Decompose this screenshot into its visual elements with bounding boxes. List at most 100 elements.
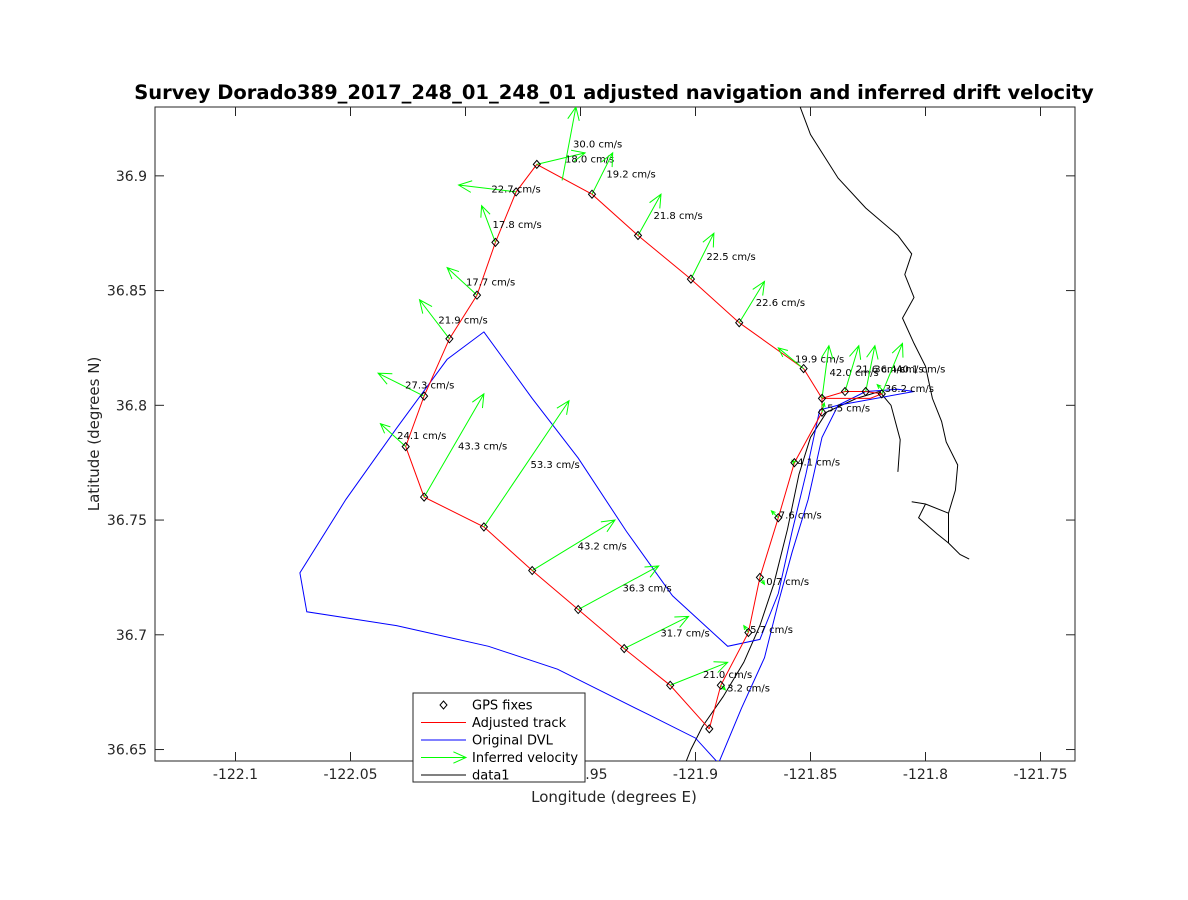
velocity-label: 3.2 cm/s [727, 684, 770, 695]
gps-fix-marker [511, 187, 521, 197]
velocity-label: 17.8 cm/s [493, 220, 542, 231]
gps-fix-marker [735, 317, 744, 328]
velocity-arrow [820, 344, 834, 399]
velocity-label: 18.0 cm/s [565, 155, 614, 166]
velocity-label: 36.3 cm/s [623, 584, 672, 595]
velocity-arrow [777, 347, 804, 369]
gps-fix-marker [755, 572, 765, 583]
gps-fix-marker [532, 159, 541, 170]
original-dvl-line [299, 331, 915, 761]
gps-fix-marker [686, 274, 696, 284]
x-axis-label: Longitude (degrees E) [531, 788, 697, 806]
y-axis-label: Latitude (degrees N) [85, 357, 103, 512]
legend-label: Adjusted track [472, 716, 567, 731]
velocity-arrow [738, 280, 766, 323]
gps-fix-marker [491, 237, 500, 248]
velocity-arrow [457, 180, 517, 193]
gps-fix-marker [666, 680, 675, 691]
velocity-label: 22.6 cm/s [756, 298, 805, 309]
velocity-arrow [743, 624, 749, 633]
gps-fix-marker [479, 522, 489, 532]
gps-fix-marker [716, 680, 725, 691]
velocity-label: 0.7 cm/s [766, 577, 809, 588]
gps-fix-marker [445, 334, 454, 344]
velocity-label: 24.1 cm/s [397, 431, 446, 442]
velocity-arrow [844, 344, 862, 392]
gps-fix-marker [574, 604, 583, 615]
y-tick-label: 36.75 [107, 513, 147, 529]
velocity-arrow [720, 684, 727, 691]
velocity-label: 22.7 cm/s [491, 185, 540, 196]
velocity-label: 5.7 cm/s [750, 625, 793, 636]
velocity-arrow [690, 232, 715, 280]
y-tick-label: 36.65 [107, 743, 147, 759]
legend-swatch [421, 751, 468, 764]
velocity-label: 22.5 cm/s [706, 252, 755, 263]
y-axis: 36.65 36.7 36.75 36.8 36.85 36.9 [107, 169, 1075, 759]
axes-frame [154, 106, 1076, 762]
legend-swatch [439, 700, 448, 710]
gps-fix-marker [419, 391, 429, 401]
velocity-arrow [577, 565, 660, 610]
velocity-arrow [770, 510, 779, 519]
legend-label: Original DVL [472, 734, 554, 749]
velocity-label: 43.2 cm/s [578, 541, 627, 552]
velocity-label: 53.3 cm/s [531, 460, 580, 471]
velocity-arrow [865, 344, 879, 392]
velocity-arrow [881, 342, 904, 395]
y-tick-label: 36.85 [107, 284, 147, 300]
x-tick-label: -121.75 [1013, 767, 1067, 783]
x-tick-label: -121.85 [783, 767, 837, 783]
velocity-label: 7.6 cm/s [779, 510, 822, 521]
velocity-arrow [670, 661, 729, 686]
velocity-arrow [561, 107, 580, 181]
x-tick-label: -121.9 [673, 767, 718, 783]
velocity-arrow [423, 392, 485, 498]
gps-fix-marker [633, 230, 643, 241]
velocity-arrow [377, 372, 425, 397]
velocity-label: 21.6 cm/s [856, 365, 905, 376]
velocity-label: 19.2 cm/s [606, 170, 655, 181]
chart-title: Survey Dorado389_2017_248_01_248_01 adju… [134, 81, 1094, 104]
velocity-label: 21.0 cm/s [703, 670, 752, 681]
velocity-label: 40.1 cm/s [896, 365, 945, 376]
velocity-label: 27.3 cm/s [405, 381, 454, 392]
velocity-label: 30.0 cm/s [573, 140, 622, 151]
velocity-label: 17.7 cm/s [466, 277, 515, 288]
gps-fix-marker [877, 389, 886, 399]
legend: GPS fixes Adjusted track Original DVL Infer… [412, 692, 586, 784]
gps-fix-marker [774, 512, 783, 523]
velocity-label: 21.8 cm/s [654, 211, 703, 222]
gps-fix-marker [401, 441, 410, 452]
gps-fix-marker [861, 386, 870, 397]
y-tick-label: 36.7 [116, 628, 147, 644]
gps-fix-marker [840, 386, 850, 397]
gps-fix-marker [528, 565, 537, 576]
y-tick-label: 36.8 [116, 398, 147, 414]
gps-fix-marker [817, 407, 827, 417]
legend-label: Inferred velocity [472, 751, 578, 766]
gps-fix-marker [472, 290, 482, 300]
x-tick-label: -122.1 [213, 767, 258, 783]
velocity-arrow [446, 266, 478, 296]
velocity-label: 19.9 cm/s [795, 354, 844, 365]
velocity-label: 31.7 cm/s [660, 629, 709, 640]
gps-fix-marker [705, 724, 714, 734]
gps-fix-marker [419, 492, 429, 502]
velocity-arrow [379, 422, 407, 447]
gps-fix-marker [620, 643, 629, 654]
gps-fix-marker [817, 393, 827, 404]
velocity-arrow [623, 615, 690, 650]
velocity-arrow [759, 577, 766, 586]
x-tick-label: -121.8 [903, 767, 948, 783]
velocity-arrow [483, 399, 570, 528]
legend-label: GPS fixes [472, 699, 533, 714]
velocity-arrow [536, 149, 587, 165]
velocity-label: 5.5 cm/s [827, 404, 870, 415]
plot-area: 18.0 cm/s 30.0 cm/s 22.7 cm/s 19.2 cm/s 17.8… [299, 107, 970, 761]
velocity-arrow [637, 193, 662, 236]
velocity-label: 4.1 cm/s [797, 458, 840, 469]
velocity-label: 43.3 cm/s [458, 442, 507, 453]
velocity-label: 42.0 cm/s [830, 368, 879, 379]
